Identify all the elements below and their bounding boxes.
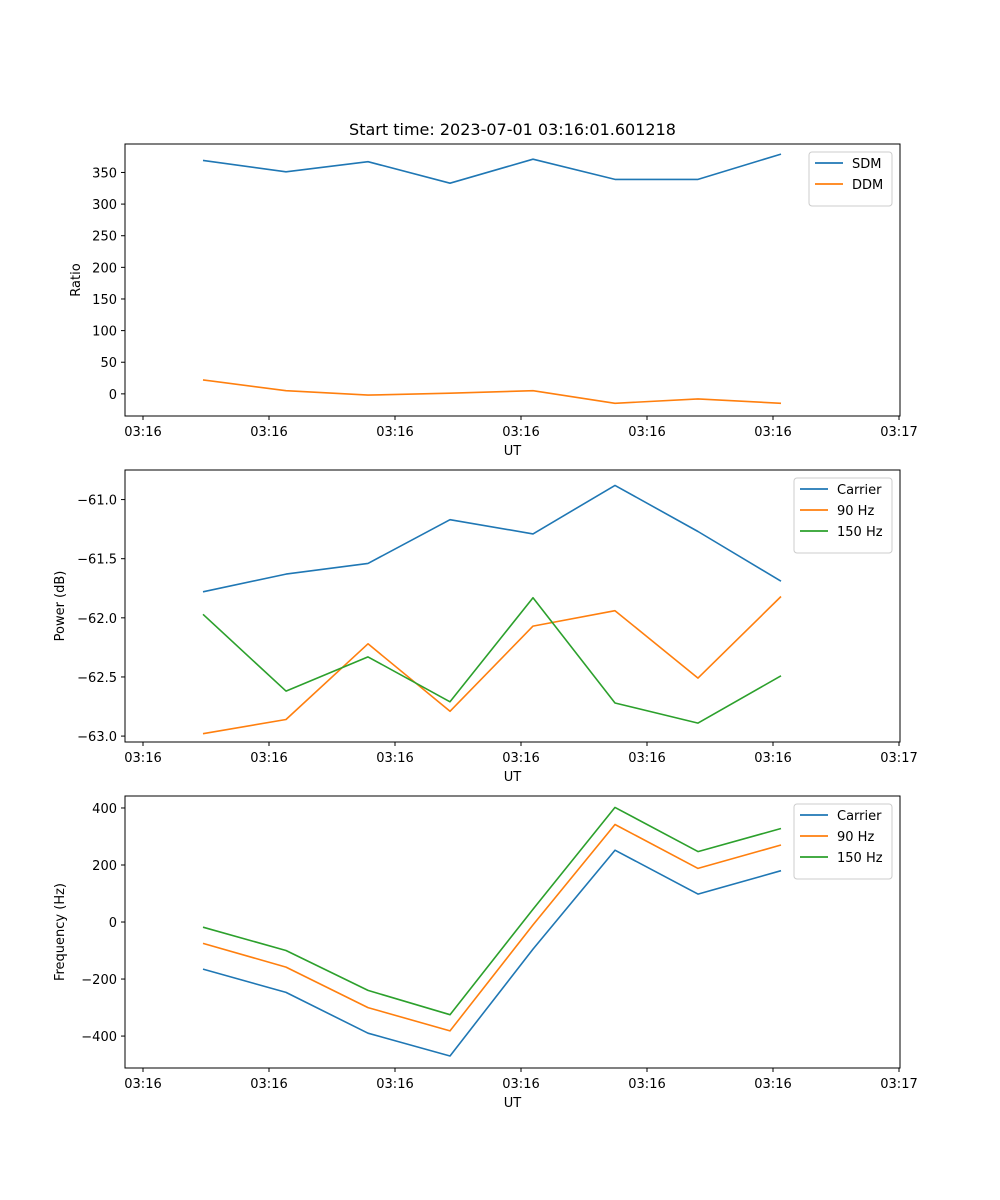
x-tick-label: 03:16: [628, 751, 665, 766]
series-line-150-hz: [202, 596, 782, 724]
x-tick-label: 03:16: [502, 1077, 539, 1092]
y-tick-label: −62.5: [77, 671, 117, 686]
legend-entry: 150 Hz: [837, 525, 883, 540]
x-tick-label: 03:16: [250, 425, 287, 440]
x-tick-label: 03:16: [250, 751, 287, 766]
x-axis-label: UT: [504, 770, 522, 785]
x-tick-label: 03:17: [880, 751, 917, 766]
legend-entry: 90 Hz: [837, 830, 874, 845]
y-tick-label: 0: [109, 916, 117, 931]
x-tick-label: 03:17: [880, 1077, 917, 1092]
y-axis-label: Power (dB): [53, 571, 68, 642]
x-tick-label: 03:16: [124, 425, 161, 440]
x-tick-label: 03:17: [880, 425, 917, 440]
x-tick-label: 03:16: [376, 425, 413, 440]
x-tick-label: 03:16: [628, 1077, 665, 1092]
y-tick-label: 350: [92, 166, 117, 181]
y-axis-label: Frequency (Hz): [53, 883, 68, 981]
legend: Carrier 90 Hz 150 Hz: [793, 803, 893, 880]
x-tick-label: 03:16: [124, 751, 161, 766]
y-tick-label: 400: [92, 802, 117, 817]
axes-frame: [124, 795, 901, 1069]
legend-entry: 90 Hz: [837, 504, 874, 519]
y-tick-label: −200: [81, 973, 117, 988]
chart-title: Start time: 2023-07-01 03:16:01.601218: [349, 120, 676, 139]
legend-entry: 150 Hz: [837, 851, 883, 866]
series-line-sdm: [202, 153, 782, 184]
x-tick-label: 03:16: [754, 751, 791, 766]
series-line-carrier: [202, 849, 782, 1057]
legend-box: [793, 803, 893, 880]
chart-2: 03:16 03:16 03:16 03:16 03:16 03:16 03:17 −61.0…: [53, 469, 918, 785]
y-tick-label: −63.0: [77, 730, 117, 745]
series-line-carrier: [202, 484, 782, 593]
series-line-90-hz: [202, 823, 782, 1032]
x-axis-label: UT: [504, 444, 522, 459]
y-tick-label: 300: [92, 198, 117, 213]
legend: Carrier 90 Hz 150 Hz: [793, 477, 893, 554]
legend-entry: SDM: [852, 157, 881, 172]
x-tick-label: 03:16: [376, 751, 413, 766]
x-tick-label: 03:16: [754, 1077, 791, 1092]
axes-frame: [124, 143, 901, 417]
x-tick-label: 03:16: [628, 425, 665, 440]
legend-box: [793, 477, 893, 554]
y-tick-label: 250: [92, 230, 117, 245]
chart-3: 03:16 03:16 03:16 03:16 03:16 03:16 03:17 400 20…: [53, 795, 918, 1111]
x-tick-label: 03:16: [124, 1077, 161, 1092]
y-tick-label: −400: [81, 1030, 117, 1045]
x-tick-label: 03:16: [502, 751, 539, 766]
legend-entry: DDM: [852, 178, 883, 193]
y-tick-label: 100: [92, 325, 117, 340]
series-line-ddm: [202, 379, 782, 405]
x-axis-label: UT: [504, 1096, 522, 1111]
legend: SDM DDM: [808, 151, 893, 207]
series-line-150-hz: [202, 806, 782, 1016]
y-axis-label: Ratio: [69, 263, 84, 296]
series-line-90-hz: [202, 595, 782, 735]
y-tick-label: 0: [109, 388, 117, 403]
y-tick-label: −61.0: [77, 494, 117, 509]
chart-1: Start time: 2023-07-01 03:16:01.60121803…: [69, 120, 918, 459]
y-tick-label: −61.5: [77, 553, 117, 568]
y-tick-label: 200: [92, 261, 117, 276]
x-tick-label: 03:16: [502, 425, 539, 440]
axes-frame: [124, 469, 901, 743]
y-tick-label: 150: [92, 293, 117, 308]
y-tick-label: −62.0: [77, 612, 117, 627]
x-tick-label: 03:16: [250, 1077, 287, 1092]
legend-entry: Carrier: [837, 483, 882, 498]
legend-box: [808, 151, 893, 207]
x-tick-label: 03:16: [754, 425, 791, 440]
x-tick-label: 03:16: [376, 1077, 413, 1092]
legend-entry: Carrier: [837, 809, 882, 824]
y-tick-label: 50: [100, 356, 117, 371]
y-tick-label: 200: [92, 859, 117, 874]
